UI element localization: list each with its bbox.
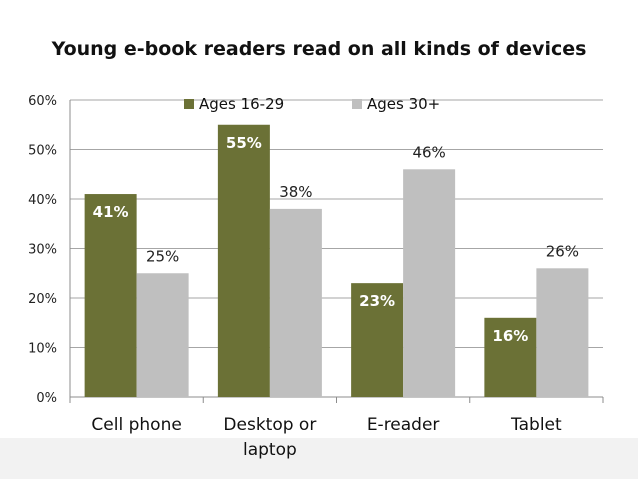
data-label: 41% — [93, 203, 129, 221]
y-tick-label: 60% — [28, 94, 57, 109]
bar-ages-30-plus — [269, 208, 322, 397]
x-tick-label: E-reader — [367, 415, 440, 435]
y-tick-label: 0% — [36, 391, 57, 406]
y-tick-label: 20% — [28, 292, 57, 307]
bar-ages-16-29 — [84, 194, 137, 397]
bar-ages-16-29 — [351, 283, 404, 397]
x-tick-label: Cell phone — [91, 415, 181, 435]
data-label: 38% — [279, 183, 312, 201]
data-label: 16% — [492, 327, 528, 345]
data-label: 23% — [359, 292, 395, 310]
bar-ages-16-29 — [484, 317, 537, 397]
x-tick-label: Tablet — [510, 415, 562, 435]
chart-title: Young e-book readers read on all kinds o… — [51, 38, 587, 60]
x-tick-label: Desktop or — [223, 415, 316, 435]
data-label: 25% — [146, 247, 179, 265]
legend-swatch — [184, 99, 194, 109]
bar-ages-30-plus — [403, 169, 456, 397]
bar-ages-30-plus — [536, 268, 589, 397]
data-label: 46% — [412, 143, 445, 161]
data-label: 26% — [546, 242, 579, 260]
y-tick-label: 30% — [28, 243, 57, 258]
legend-label: Ages 30+ — [367, 95, 440, 113]
x-tick-label: laptop — [243, 440, 297, 460]
legend-swatch — [352, 99, 362, 109]
y-tick-label: 50% — [28, 144, 57, 159]
bar-ages-16-29 — [217, 124, 270, 397]
bar-ages-30-plus — [136, 273, 189, 397]
y-tick-label: 40% — [28, 193, 57, 208]
y-tick-label: 10% — [28, 342, 57, 357]
data-label: 55% — [226, 134, 262, 152]
legend-label: Ages 16-29 — [199, 95, 284, 113]
